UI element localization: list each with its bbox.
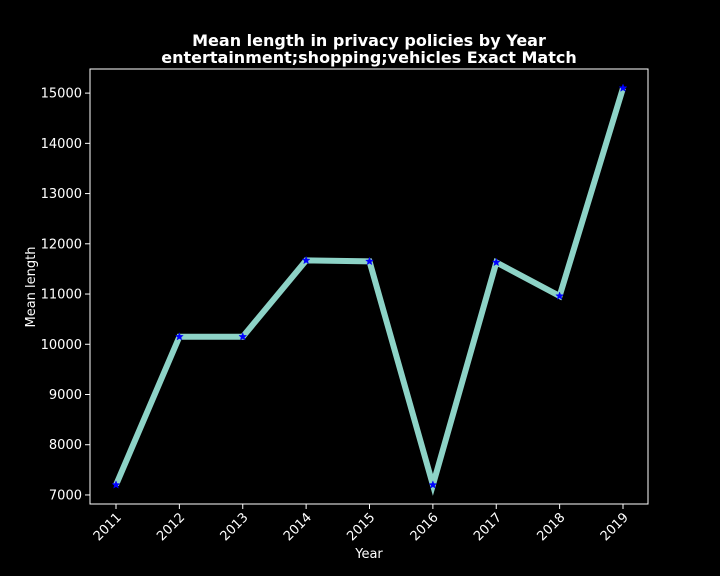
series-line	[113, 87, 626, 496]
data-point-2019	[618, 83, 628, 92]
data-point-2012	[174, 332, 184, 341]
y-tick-label: 9000	[49, 388, 82, 403]
data-point-2017	[491, 257, 501, 267]
x-tick-label: 2018	[534, 510, 568, 544]
y-tick-label: 10000	[41, 338, 82, 353]
x-tick-label: 2012	[154, 510, 188, 544]
x-tick-label: 2019	[598, 510, 632, 544]
y-tick-label: 11000	[41, 288, 82, 303]
x-tick-label: 2011	[91, 510, 125, 544]
data-point-2014	[301, 255, 311, 265]
y-axis-label: Mean length	[24, 247, 39, 328]
data-point-2016	[428, 480, 438, 489]
y-tick-label: 8000	[49, 438, 82, 453]
y-tick-label: 7000	[49, 488, 82, 503]
x-tick-label: 2016	[408, 510, 442, 544]
series-layer	[111, 83, 628, 496]
y-tick-label: 12000	[41, 237, 82, 252]
x-tick-label: 2013	[218, 510, 252, 544]
data-point-2018	[555, 291, 565, 300]
x-axis-ticks: 2011 2012 2013 2014 2015 2016 2017 2018 2019	[91, 504, 632, 544]
y-tick-label: 14000	[41, 137, 82, 152]
x-tick-label: 2014	[281, 510, 315, 544]
chart-title: Mean length in privacy policies by Year	[192, 31, 546, 50]
chart-subtitle: entertainment;shopping;vehicles Exact Ma…	[161, 48, 577, 67]
data-point-2011	[111, 480, 121, 489]
y-tick-label: 15000	[41, 87, 82, 102]
x-axis-label: Year	[354, 547, 383, 562]
x-tick-label: 2015	[344, 510, 378, 544]
data-point-2013	[238, 332, 248, 341]
y-tick-label: 13000	[41, 187, 82, 202]
data-point-2015	[365, 256, 374, 266]
y-axis-ticks: 7000 8000 9000 10000 11000 12000 13000 14000 150…	[41, 87, 90, 503]
x-tick-label: 2017	[471, 510, 505, 544]
